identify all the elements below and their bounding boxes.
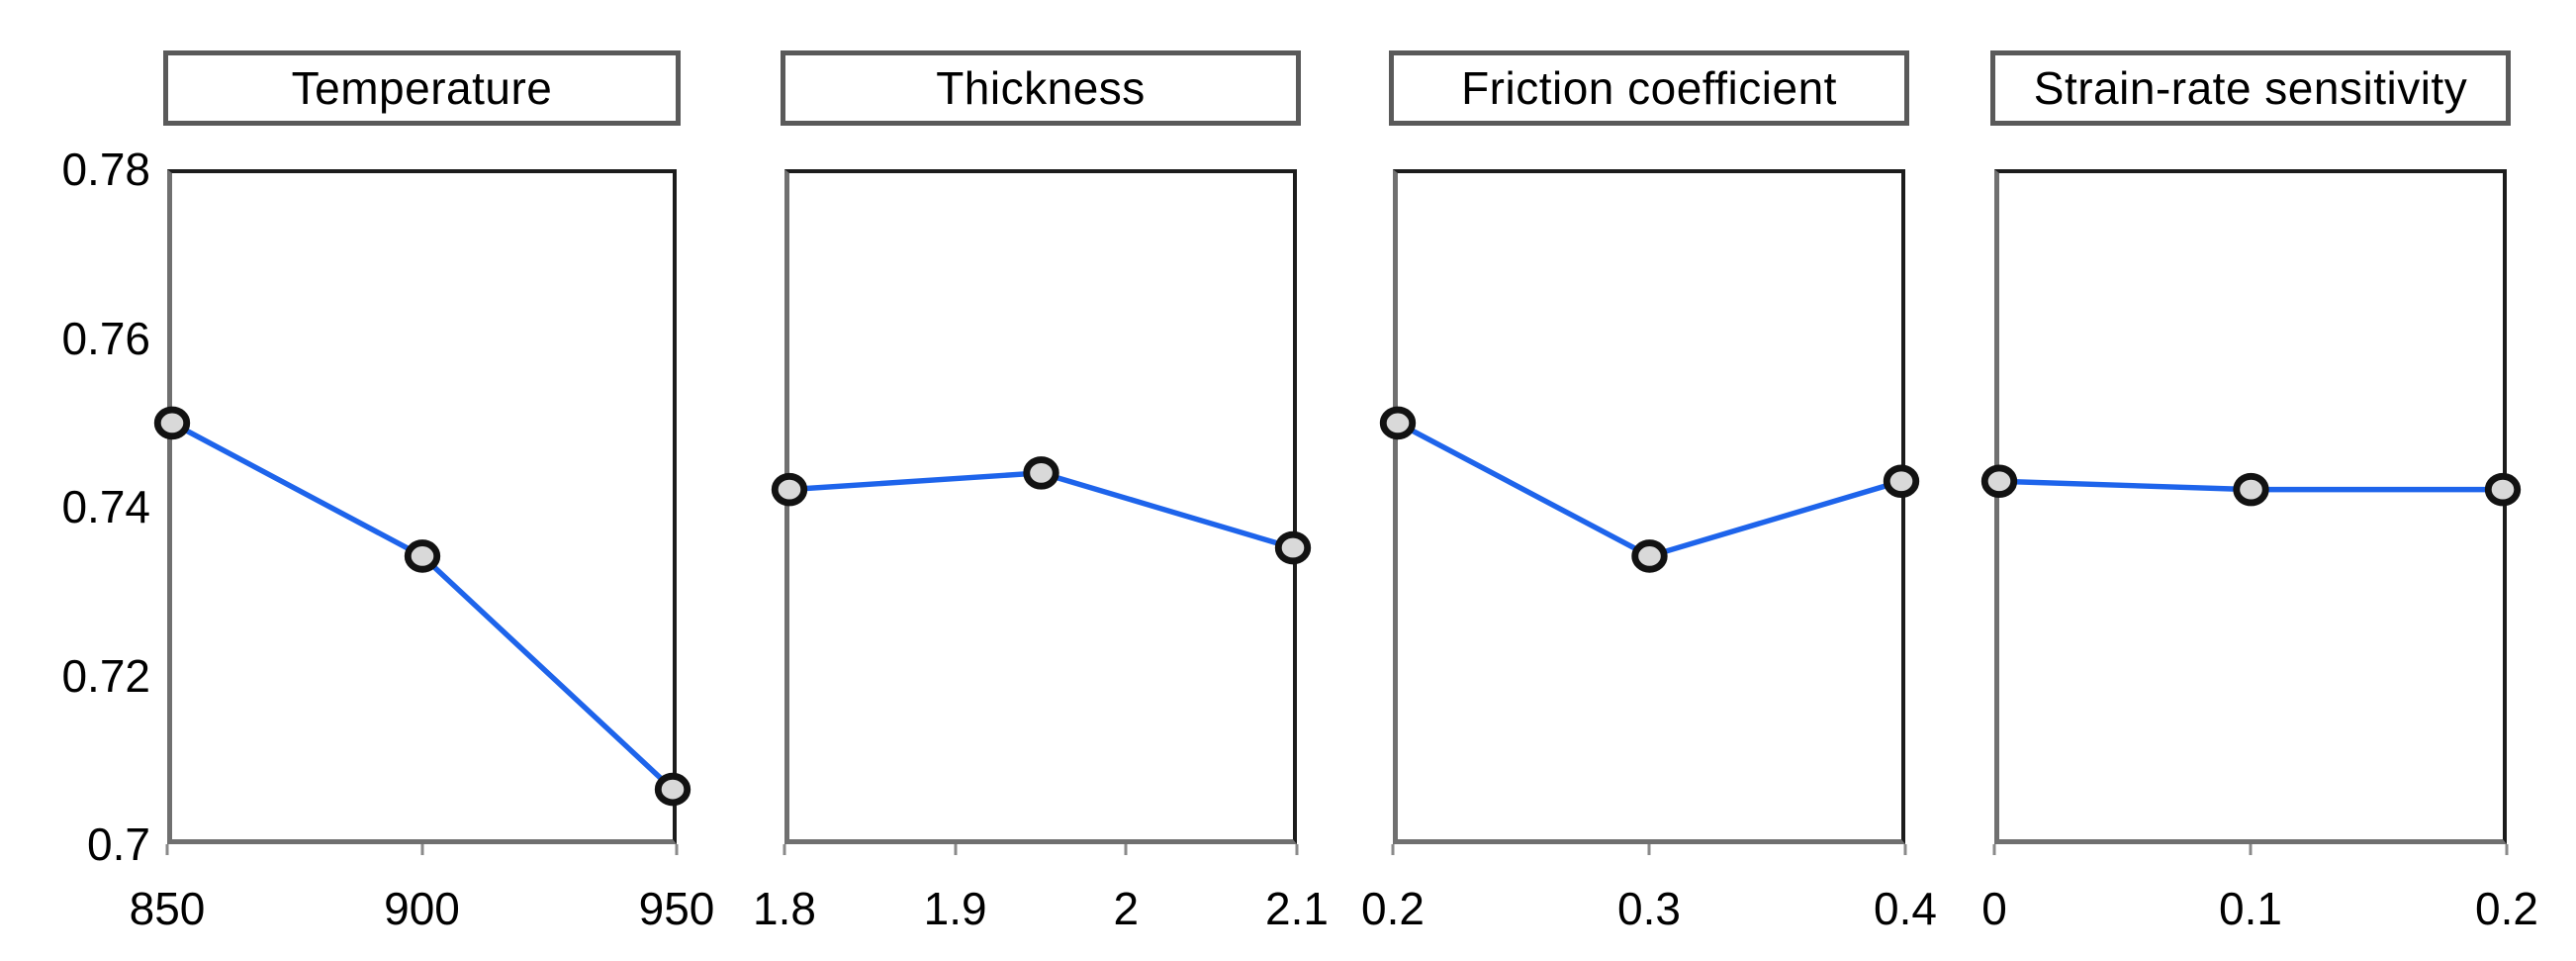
panel-title: Strain-rate sensitivity: [2033, 62, 2468, 114]
x-tick-mark: [954, 844, 958, 855]
panel-title-box: Thickness: [781, 50, 1301, 126]
panel-thickness: Thickness 1.8 1.9 2 2.1: [753, 0, 1329, 961]
x-tick-label: 0.1: [2219, 883, 2282, 934]
data-point-marker: [1980, 464, 2018, 499]
x-tick-mark: [1992, 844, 1996, 855]
x-tick-label: 1.8: [753, 883, 816, 934]
data-point-marker: [2233, 472, 2269, 507]
panel-title: Friction coefficient: [1461, 62, 1837, 114]
line-series: [771, 456, 1312, 565]
y-axis-ticks: 0.78 0.76 0.74 0.72 0.7: [0, 0, 158, 961]
x-tick-mark: [420, 844, 423, 855]
series-line: [1395, 420, 1904, 559]
y-tick-label: 0.74: [61, 481, 150, 532]
x-tick-mark: [1903, 844, 1907, 855]
data-point-marker: [404, 539, 441, 573]
line-series: [1379, 406, 1920, 573]
panel-temperature: Temperature 850 900 950: [130, 0, 715, 961]
line-series: [153, 406, 691, 807]
panel-title: Temperature: [291, 62, 553, 114]
x-tick-mark: [1124, 844, 1128, 855]
panel-friction-coefficient: Friction coefficient 0.2 0.3 0.4: [1361, 0, 1937, 961]
x-tick-mark: [1647, 844, 1651, 855]
series-line: [169, 420, 676, 793]
panel-title-box: Strain-rate sensitivity: [1990, 50, 2511, 126]
x-axis-ticks: 850 900 950: [130, 882, 715, 937]
x-tick-mark: [1391, 844, 1395, 855]
panel-title-box: Temperature: [163, 50, 681, 126]
panel-strain-rate-sensitivity: Strain-rate sensitivity 0 0.1 0.2: [1980, 0, 2538, 961]
plot-area: [1980, 169, 2522, 844]
x-tick-mark: [165, 844, 169, 855]
x-tick-mark: [675, 844, 679, 855]
x-tick-label: 0.4: [1874, 883, 1937, 934]
x-axis-ticks: 1.8 1.9 2 2.1: [753, 882, 1329, 937]
x-tick-label: 2.1: [1265, 883, 1329, 934]
plot-area: [1379, 169, 1920, 844]
data-point-marker: [1023, 456, 1059, 490]
y-tick-label: 0.72: [61, 649, 150, 702]
data-point-marker: [771, 472, 808, 507]
x-tick-label: 0.2: [2475, 883, 2538, 934]
x-tick-label: 0.2: [1361, 883, 1425, 934]
x-tick-label: 850: [129, 883, 206, 934]
data-point-marker: [153, 406, 191, 440]
x-axis-ticks: 0.2 0.3 0.4: [1361, 882, 1937, 937]
x-tick-mark: [2505, 844, 2509, 855]
y-tick-label: 0.78: [61, 144, 150, 195]
x-tick-mark: [1295, 844, 1299, 855]
x-tick-label: 900: [384, 883, 460, 934]
plot-area: [153, 169, 691, 844]
data-point-marker: [1274, 530, 1312, 565]
data-point-marker: [654, 772, 691, 807]
x-axis-ticks: 0 0.1 0.2: [1981, 882, 2538, 937]
data-point-marker: [1631, 539, 1668, 573]
x-tick-mark: [2249, 844, 2253, 855]
x-tick-label: 2: [1113, 883, 1140, 934]
x-tick-label: 0: [1981, 883, 2007, 934]
x-tick-label: 0.3: [1617, 883, 1681, 934]
x-tick-label: 1.9: [923, 883, 987, 934]
plot-area: [771, 169, 1312, 844]
data-point-marker: [1883, 464, 1920, 499]
y-tick-label: 0.76: [61, 312, 150, 364]
line-series: [1980, 464, 2522, 507]
data-point-marker: [1379, 406, 1417, 440]
x-tick-label: 950: [638, 883, 715, 934]
panel-title: Thickness: [936, 62, 1146, 114]
y-tick-label: 0.7: [87, 818, 150, 870]
data-point-marker: [2484, 472, 2522, 507]
x-tick-mark: [782, 844, 786, 855]
panel-title-box: Friction coefficient: [1389, 50, 1909, 126]
